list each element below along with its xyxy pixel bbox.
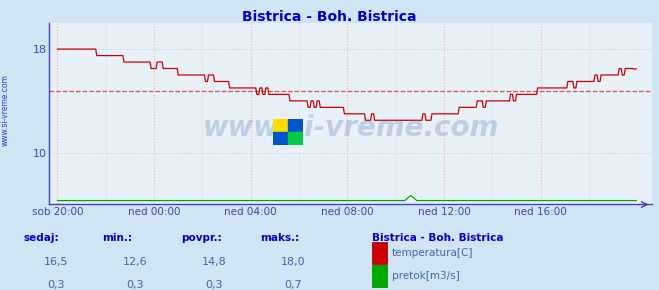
Text: 0,7: 0,7 [285, 280, 302, 290]
Text: 18,0: 18,0 [281, 257, 306, 267]
Text: 0,3: 0,3 [127, 280, 144, 290]
Bar [273, 132, 289, 145]
Text: povpr.:: povpr.: [181, 233, 222, 243]
Text: Bistrica - Boh. Bistrica: Bistrica - Boh. Bistrica [243, 10, 416, 24]
Text: 0,3: 0,3 [206, 280, 223, 290]
Text: 0,3: 0,3 [47, 280, 65, 290]
Text: www.si-vreme.com: www.si-vreme.com [203, 114, 499, 142]
Text: temperatura[C]: temperatura[C] [392, 248, 474, 258]
Text: 14,8: 14,8 [202, 257, 227, 267]
Text: pretok[m3/s]: pretok[m3/s] [392, 271, 460, 281]
Bar [289, 132, 303, 145]
Text: 12,6: 12,6 [123, 257, 148, 267]
Text: 16,5: 16,5 [43, 257, 69, 267]
Text: Bistrica - Boh. Bistrica: Bistrica - Boh. Bistrica [372, 233, 504, 243]
Text: min.:: min.: [102, 233, 132, 243]
Bar [273, 119, 289, 132]
Bar [289, 119, 303, 132]
Text: maks.:: maks.: [260, 233, 300, 243]
Text: sedaj:: sedaj: [23, 233, 59, 243]
Text: www.si-vreme.com: www.si-vreme.com [1, 74, 10, 146]
